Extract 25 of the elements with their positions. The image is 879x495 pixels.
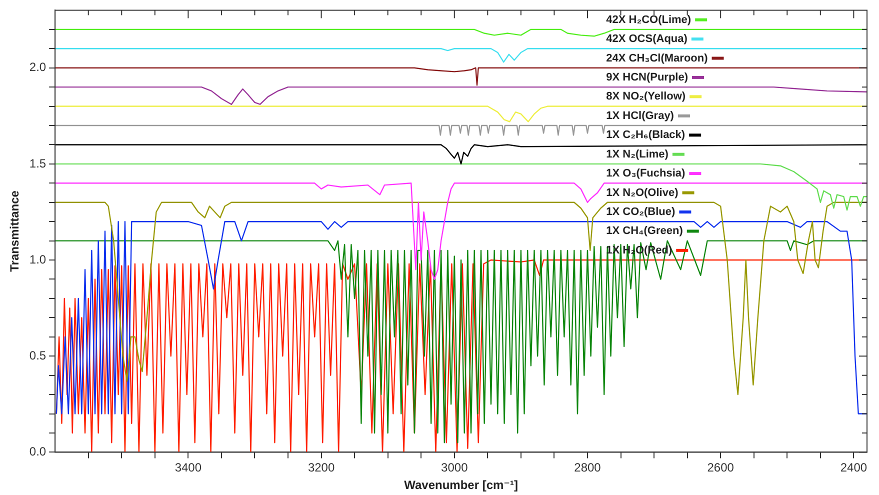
x-tick-label: 2600	[707, 460, 734, 475]
x-tick-label: 3400	[174, 460, 202, 475]
y-tick-label: 1.0	[29, 252, 46, 266]
y-tick-label: 0.0	[29, 444, 46, 459]
y-tick-label: 2.0	[29, 60, 46, 74]
y-tick-label: 0.5	[29, 348, 46, 362]
y-tick-label: 1.5	[29, 156, 46, 170]
legend-label: 24X CH₃Cl(Maroon)	[606, 52, 708, 64]
x-tick-label: 2400	[840, 460, 868, 475]
legend-label: 1X N₂(Lime)	[606, 148, 669, 160]
legend-label: 1X HCl(Gray)	[606, 110, 674, 122]
legend-label: 8X NO₂(Yellow)	[606, 90, 686, 103]
legend-label: 1X C₂H₆(Black)	[606, 129, 686, 142]
y-axis-title: Transmittance	[8, 190, 22, 272]
x-tick-label: 3200	[308, 460, 335, 475]
legend-label: 9X HCN(Purple)	[606, 71, 688, 84]
legend-label: 42X OCS(Aqua)	[606, 33, 688, 46]
x-tick-label: 3000	[441, 460, 468, 475]
legend-label: 1X CO₂(Blue)	[606, 206, 676, 218]
legend-label: 1X N₂O(Olive)	[606, 186, 679, 199]
legend-label: 1X CH₄(Green)	[606, 225, 684, 238]
x-axis-title: Wavenumber [cm⁻¹]	[404, 478, 518, 492]
series-label: 42X H₂CO(Lime)	[606, 14, 692, 26]
legend-label: 1X O₃(Fuchsia)	[606, 168, 686, 180]
x-tick-label: 2800	[574, 460, 602, 475]
